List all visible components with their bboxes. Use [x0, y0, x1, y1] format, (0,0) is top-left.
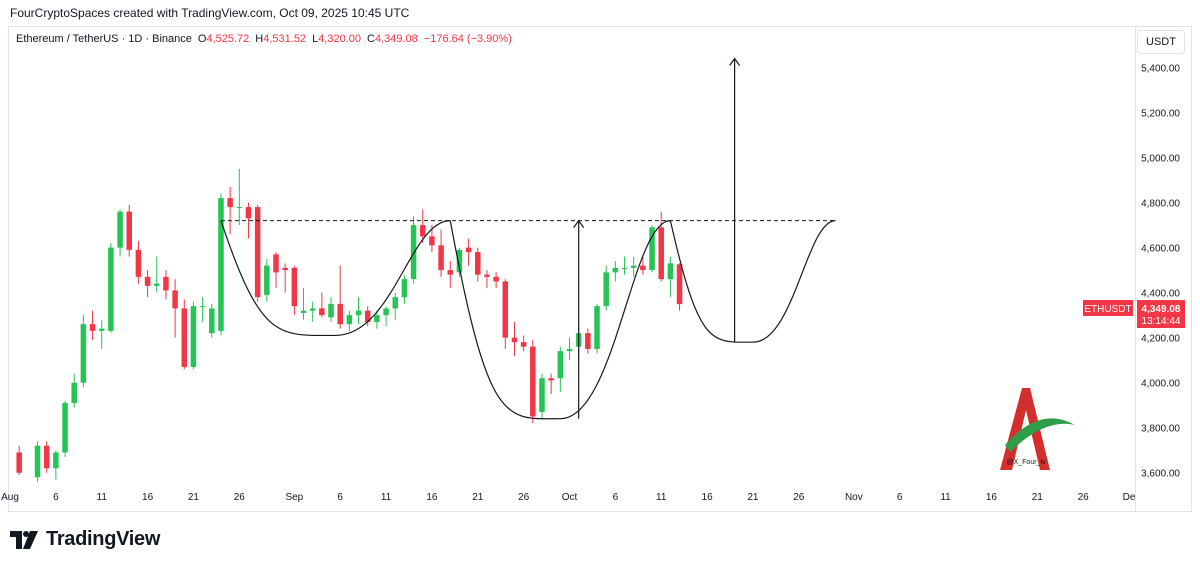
symbol-title[interactable]: Ethereum / TetherUS · 1D · Binance [16, 33, 192, 45]
open-value: 4,525.72 [206, 33, 250, 45]
high-label: H [255, 33, 264, 45]
chart-pane[interactable] [8, 26, 1136, 512]
chart-credit: FourCryptoSpaces created with TradingVie… [10, 6, 410, 20]
close-value: 4,349.08 [374, 33, 418, 45]
low-value: 4,320.00 [318, 33, 362, 45]
high-value: 4,531.52 [263, 33, 307, 45]
tradingview-icon [10, 530, 38, 549]
open-label: O [197, 33, 207, 45]
currency-selector[interactable]: USDT [1137, 30, 1185, 54]
tradingview-wordmark: TradingView [46, 528, 161, 550]
change-value: −176.64 (−3.90%) [423, 33, 512, 45]
close-label: C [367, 33, 375, 45]
low-label: L [312, 33, 319, 45]
ohlc-legend: Ethereum / TetherUS · 1D · Binance O 4,52… [16, 33, 512, 45]
tradingview-logo[interactable]: TradingView [10, 528, 160, 551]
price-axis-pane[interactable] [1135, 26, 1192, 512]
